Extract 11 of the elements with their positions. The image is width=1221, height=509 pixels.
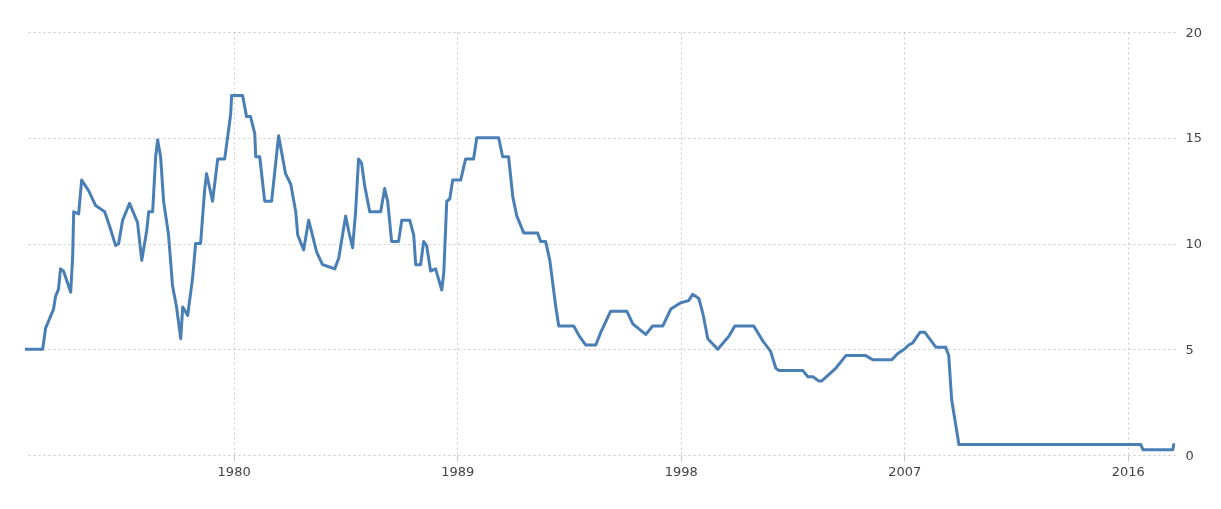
x-tick-label: 2016 — [1111, 463, 1145, 479]
line-series — [25, 93, 1175, 452]
x-tick-label: 1989 — [441, 463, 475, 479]
y-tick-label: 0 — [1185, 447, 1194, 463]
y-tick-label: 15 — [1185, 130, 1203, 146]
x-tick-label: 2007 — [888, 463, 922, 479]
x-tick-label: 1980 — [217, 463, 251, 479]
y-tick-label: 5 — [1185, 341, 1194, 357]
y-tick-label: 10 — [1185, 236, 1203, 251]
y-tick-label: 20 — [1185, 24, 1203, 40]
x-tick-label: 1998 — [664, 463, 698, 479]
